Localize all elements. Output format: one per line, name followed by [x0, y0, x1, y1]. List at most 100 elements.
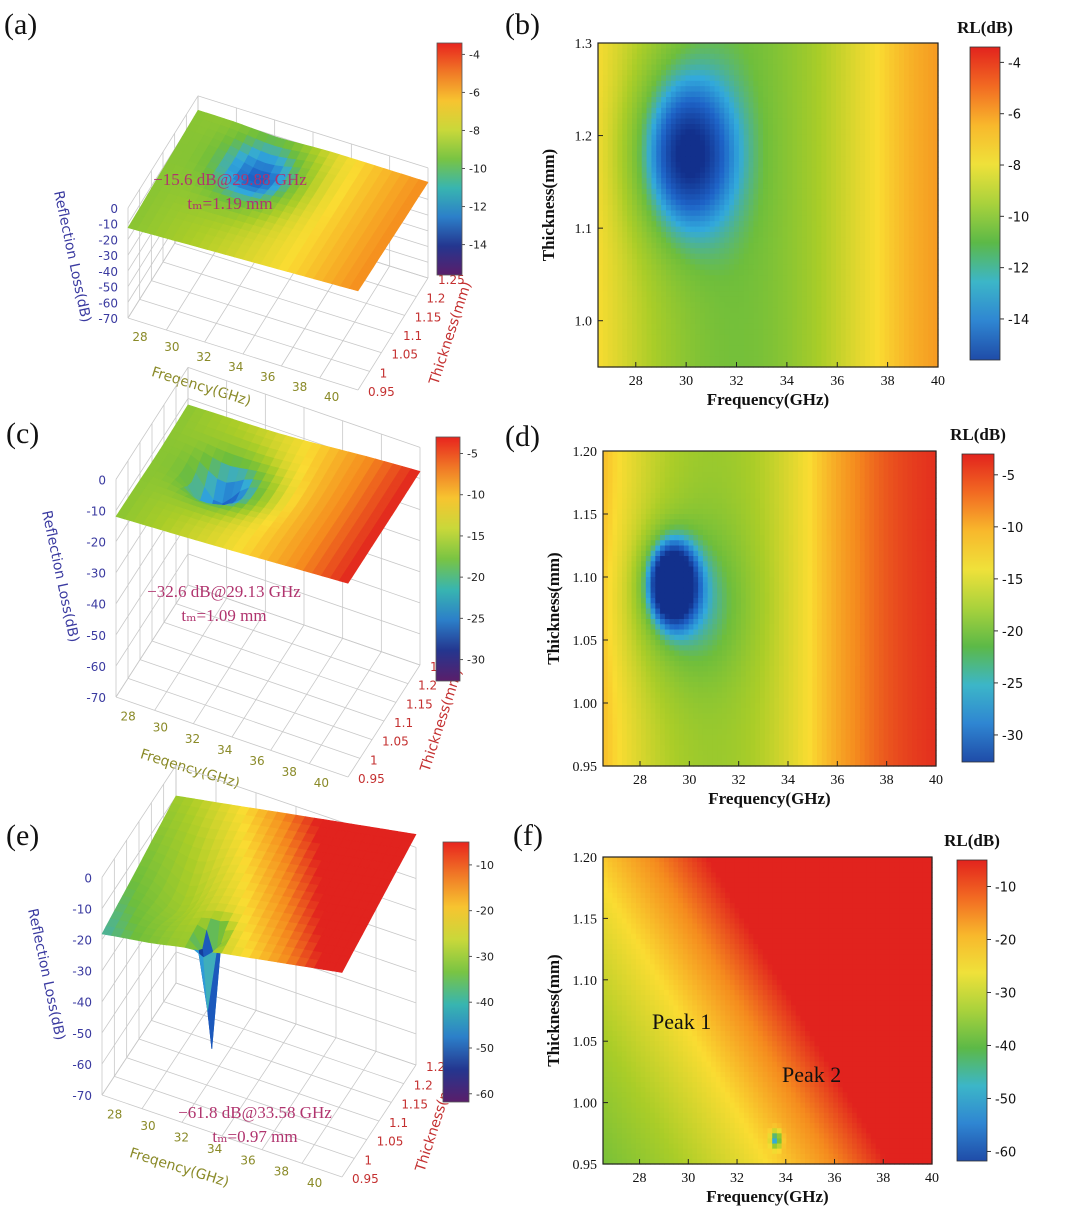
- heatmap-cell: [782, 232, 789, 238]
- heatmap-cell: [748, 75, 755, 82]
- heatmap-cell: [666, 345, 672, 352]
- heatmap-cell: [734, 237, 740, 244]
- heatmap-cell: [641, 172, 648, 179]
- heatmap-cell: [607, 226, 614, 233]
- heatmap-cell: [612, 269, 619, 276]
- heatmap-cell: [690, 199, 696, 206]
- heatmap-cell: [714, 97, 721, 103]
- heatmap-cell: [690, 313, 696, 319]
- heatmap-cell: [719, 269, 725, 276]
- heatmap-cell: [719, 318, 725, 325]
- heatmap-cell: [758, 102, 764, 109]
- heatmap-cell: [690, 210, 696, 217]
- heatmap-cell: [680, 318, 687, 325]
- heatmap-cell: [816, 113, 823, 120]
- heatmap-cell: [641, 134, 648, 141]
- heatmap-cell: [622, 70, 628, 76]
- heatmap-cell: [598, 334, 604, 341]
- heatmap-cell: [646, 80, 653, 87]
- heatmap-cell: [598, 140, 604, 147]
- heatmap-cell: [811, 291, 818, 298]
- heatmap-cell: [734, 307, 740, 314]
- heatmap-cell: [670, 113, 677, 120]
- heatmap-cell: [753, 167, 759, 174]
- heatmap-cell: [656, 70, 662, 76]
- heatmap-cell: [768, 156, 774, 163]
- heatmap-cell: [661, 205, 667, 211]
- heatmap-cell: [734, 70, 740, 76]
- heatmap-cell: [719, 296, 725, 303]
- heatmap-cell: [743, 48, 750, 55]
- heatmap-cell: [685, 259, 691, 265]
- heatmap-cell: [632, 107, 638, 114]
- heatmap-cell: [797, 210, 803, 217]
- heatmap-cell: [845, 43, 852, 49]
- heatmap-cell: [821, 183, 827, 190]
- heatmap-cell: [811, 313, 818, 319]
- heatmap-cell: [850, 242, 857, 249]
- heatmap-cell: [748, 91, 755, 98]
- heatmap-cell: [782, 183, 789, 190]
- heatmap-cell: [656, 188, 662, 195]
- heatmap-cell: [777, 296, 784, 303]
- heatmap-cell: [816, 80, 823, 87]
- heatmap-cell: [719, 156, 725, 163]
- heatmap-cell: [753, 232, 759, 238]
- heatmap-cell: [627, 48, 633, 55]
- heatmap-cell: [729, 226, 735, 233]
- heatmap-cell: [826, 151, 832, 157]
- heatmap-cell: [675, 286, 682, 292]
- heatmap-cell: [646, 286, 653, 292]
- heatmap-cell: [787, 75, 793, 82]
- heatmap-cell: [768, 269, 774, 276]
- heatmap-cell: [598, 232, 604, 238]
- heatmap-cell: [598, 129, 604, 136]
- heatmap-cell: [719, 242, 725, 249]
- heatmap-cell: [632, 161, 638, 168]
- heatmap-cell: [743, 43, 750, 49]
- heatmap-cell: [632, 167, 638, 174]
- heatmap-cell: [700, 286, 706, 292]
- heatmap-cell: [724, 80, 730, 87]
- heatmap-cell: [787, 124, 793, 130]
- heatmap-cell: [719, 48, 725, 55]
- freq-tick-label: 30: [164, 340, 179, 354]
- heatmap-cell: [802, 248, 808, 255]
- heatmap-cell: [836, 161, 842, 168]
- heatmap-cell: [632, 242, 638, 249]
- heatmap-cell: [831, 205, 837, 211]
- heatmap-cell: [831, 161, 837, 168]
- heatmap-cell: [670, 237, 677, 244]
- heatmap-cell: [680, 248, 687, 255]
- heatmap-cell: [602, 356, 609, 363]
- heatmap-cell: [787, 199, 793, 206]
- heatmap-cell: [598, 156, 604, 163]
- heatmap-cell: [855, 296, 861, 303]
- heatmap-cell: [860, 356, 866, 363]
- heatmap-cell: [651, 199, 657, 206]
- heatmap-cell: [651, 350, 657, 357]
- heatmap-cell: [782, 253, 789, 260]
- heatmap-cell: [772, 340, 779, 346]
- heatmap-cell: [763, 59, 769, 66]
- colorbar-tick-label: -10: [469, 163, 487, 176]
- heatmap-cell: [850, 107, 857, 114]
- heatmap-cell: [700, 48, 706, 55]
- heatmap-cell: [651, 53, 657, 60]
- heatmap-cell: [782, 334, 789, 341]
- heatmap-cell: [636, 145, 643, 152]
- heatmap-cell: [598, 302, 604, 309]
- heatmap-cell: [797, 113, 803, 120]
- heatmap-cell: [622, 253, 628, 260]
- heatmap-cell: [632, 124, 638, 130]
- heatmap-cell: [685, 215, 691, 222]
- heatmap-cell: [729, 215, 735, 222]
- heatmap-cell: [743, 237, 750, 244]
- heatmap-cell: [661, 210, 667, 217]
- heatmap-cell: [743, 302, 750, 309]
- heatmap-cell: [729, 129, 735, 136]
- heatmap-cell: [602, 199, 609, 206]
- heatmap-cell: [641, 215, 648, 222]
- heatmap-cell: [651, 172, 657, 179]
- heatmap-cell: [816, 221, 823, 228]
